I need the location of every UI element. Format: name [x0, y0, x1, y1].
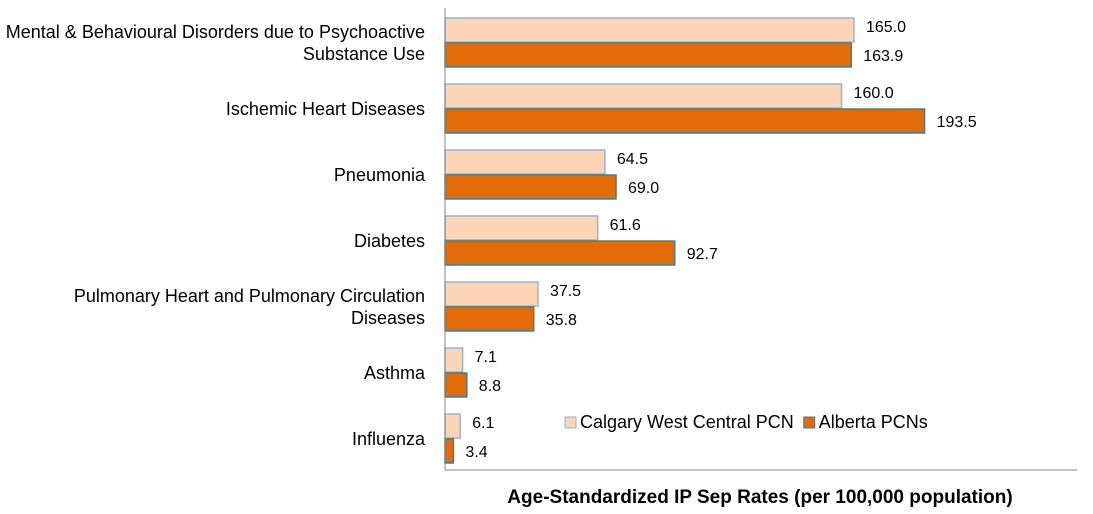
data-label: 61.6 — [610, 217, 641, 234]
y-tick-label: Pneumonia — [333, 165, 425, 185]
bar — [444, 174, 617, 200]
bar — [444, 240, 676, 266]
bar — [444, 281, 539, 307]
bar — [444, 438, 455, 464]
data-label: 92.7 — [687, 246, 718, 263]
data-label: 6.1 — [472, 415, 494, 432]
bar — [444, 413, 461, 439]
data-label: 64.5 — [617, 151, 648, 168]
bar — [444, 215, 599, 241]
y-tick-label: Pulmonary Heart and Pulmonary Circulatio… — [73, 286, 425, 328]
bar — [444, 83, 843, 109]
data-label: 7.1 — [475, 349, 497, 366]
data-label: 160.0 — [854, 85, 894, 102]
data-label: 8.8 — [479, 378, 501, 395]
y-tick-label: Ischemic Heart Diseases — [225, 99, 425, 119]
data-label: 3.4 — [465, 444, 487, 461]
bar — [444, 149, 606, 175]
legend-label: Alberta PCNs — [819, 412, 928, 432]
bar — [444, 372, 468, 398]
y-tick-label: Influenza — [351, 429, 425, 449]
data-label: 69.0 — [628, 180, 659, 197]
data-label: 163.9 — [863, 48, 903, 65]
legend-swatch — [564, 416, 577, 429]
data-label: 35.8 — [546, 312, 577, 329]
y-tick-label: Mental & Behavioural Disorders due to Ps… — [5, 22, 425, 64]
bar — [444, 108, 926, 134]
y-tick-label: Asthma — [363, 363, 425, 383]
legend-label: Calgary West Central PCN — [580, 412, 794, 432]
bar — [444, 17, 855, 43]
data-label: 193.5 — [937, 114, 977, 131]
data-label: 37.5 — [550, 283, 581, 300]
legend-swatch — [803, 416, 816, 429]
bar — [444, 347, 464, 373]
y-tick-label: Diabetes — [353, 231, 425, 251]
bar — [444, 306, 535, 332]
data-label: 165.0 — [866, 19, 906, 36]
bar — [444, 42, 852, 68]
x-axis-title: Age-Standardized IP Sep Rates (per 100,0… — [507, 487, 1012, 508]
